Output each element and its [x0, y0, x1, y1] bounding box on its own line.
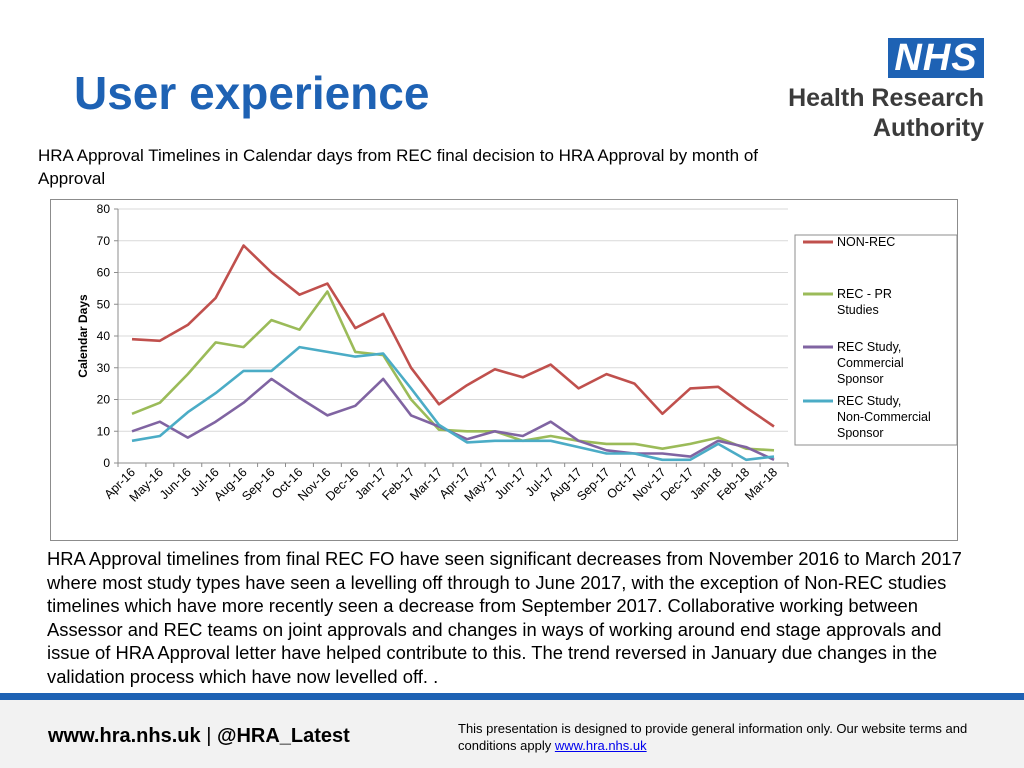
logo-line-2: Authority [872, 114, 984, 142]
y-tick-label: 70 [97, 234, 111, 248]
logo-line-1: Health Research [788, 84, 984, 112]
series-line [131, 377, 775, 461]
chart-subtitle: HRA Approval Timelines in Calendar days … [38, 146, 759, 188]
footer-separator: | [206, 725, 212, 747]
chart-frame: 0 10 20 30 40 50 60 70 80 Apr-16 May-16 Jun-16 Jul-1… [50, 199, 958, 541]
footer-website[interactable]: www.hra.nhs.uk [48, 725, 201, 747]
legend-label: REC - PR Studies [837, 287, 892, 317]
series-line [131, 290, 775, 452]
y-tick-label: 60 [97, 266, 111, 280]
y-tick-label: 10 [97, 424, 111, 438]
disclaimer-link[interactable]: www.hra.nhs.uk [554, 738, 647, 753]
series-line [131, 244, 775, 428]
footer-contact: www.hra.nhs.uk | @HRA_Latest [48, 725, 350, 748]
x-tick-label: Jun-17 [492, 465, 529, 502]
legend-label: REC Study, Commercial Sponsor [837, 340, 904, 386]
legend-label: NON-REC [837, 235, 895, 249]
legend-box [794, 234, 957, 446]
series-line [131, 345, 775, 462]
y-tick-label: 50 [97, 297, 111, 311]
line-chart: 01020304050607080Apr-16May-16Jun-16Jul-1… [76, 202, 957, 505]
nhs-logo: NHS [888, 38, 984, 78]
chart-legend: NON-REC REC - PR Studies REC Study, Commerci… [794, 234, 957, 446]
x-tick-label: Jun-16 [157, 465, 194, 502]
hra-logo: NHS Health Research Authority [784, 38, 984, 148]
slide-title: User experience [74, 67, 430, 119]
footer-disclaimer: This presentation is designed to provide… [458, 720, 998, 754]
footer-twitter[interactable]: @HRA_Latest [216, 725, 350, 747]
legend-label: REC Study, Non-Commercial Sponsor [837, 394, 931, 440]
footer [0, 700, 1024, 768]
disclaimer-text: This presentation is designed to provide… [458, 721, 968, 753]
y-tick-label: 40 [97, 329, 111, 343]
y-tick-label: 0 [103, 456, 110, 470]
body-paragraph: HRA Approval timelines from final REC FO… [47, 548, 962, 687]
y-tick-label: 20 [97, 393, 111, 407]
y-tick-label: 80 [97, 202, 111, 216]
footer-divider [0, 693, 1024, 700]
y-axis-label: Calendar Days [76, 294, 90, 378]
y-tick-label: 30 [97, 361, 111, 375]
